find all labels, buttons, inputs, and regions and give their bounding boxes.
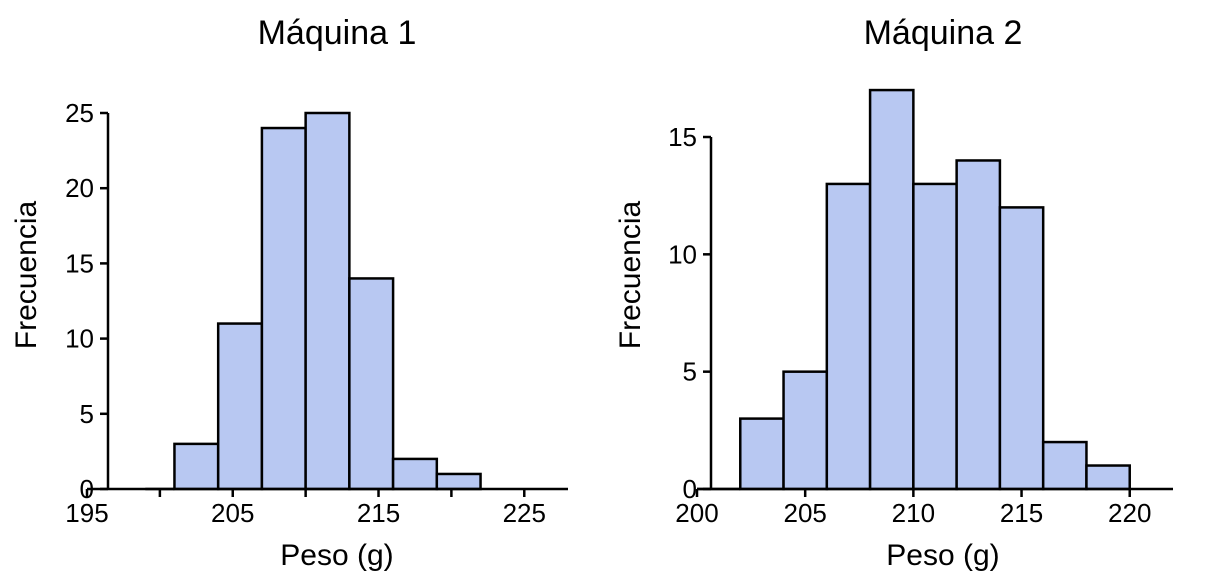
- histogram-bar: [173, 442, 220, 491]
- histogram-bar: [1041, 440, 1088, 491]
- y-tick-label: 0: [683, 474, 697, 504]
- histogram-bar: [998, 206, 1045, 491]
- y-tick-label: 25: [65, 98, 94, 128]
- x-tick-label: 215: [1000, 498, 1043, 528]
- x-axis-label: Peso (g): [280, 539, 393, 572]
- histogram-maquina-2: Máquina 2 200 205 210 215 220 0 5 10 15 Peso (g)…: [614, 14, 1173, 572]
- x-tick-label: 220: [1108, 498, 1151, 528]
- y-axis-label: Frecuencia: [614, 200, 647, 349]
- x-tick-label: 205: [783, 498, 826, 528]
- histogram-bar: [1085, 464, 1131, 491]
- y-tick-label: 15: [65, 248, 94, 278]
- y-tick-label: 5: [80, 399, 94, 429]
- histogram-bar: [825, 182, 872, 491]
- x-tick-label: 210: [892, 498, 935, 528]
- histogram-bar: [782, 370, 829, 491]
- histogram-bar: [868, 88, 915, 491]
- histogram-bar: [435, 472, 482, 491]
- bar-group: [697, 88, 1131, 491]
- y-tick-label: 20: [65, 173, 94, 203]
- x-tick-label: 200: [675, 498, 718, 528]
- x-tick-label: 205: [211, 498, 254, 528]
- histogram-bar: [348, 277, 395, 491]
- y-tick-label: 5: [683, 357, 697, 387]
- x-tick-label: 225: [503, 498, 546, 528]
- histogram-bar: [391, 457, 439, 491]
- y-tick-label: 0: [80, 474, 94, 504]
- y-tick-label: 10: [668, 239, 697, 269]
- chart-title: Máquina 1: [258, 14, 417, 52]
- x-tick-label: 215: [357, 498, 400, 528]
- x-axis-label: Peso (g): [886, 539, 999, 572]
- axes: 195 205 215 225 0 5 10 15 20 25: [65, 98, 568, 528]
- y-axis-label: Frecuencia: [10, 200, 43, 349]
- y-tick-label: 10: [65, 324, 94, 354]
- chart-title: Máquina 2: [864, 14, 1023, 52]
- histogram-bar: [260, 126, 307, 491]
- axes: 200 205 210 215 220 0 5 10 15: [668, 122, 1173, 528]
- histogram-bar: [912, 182, 958, 491]
- histogram-bar: [739, 417, 785, 491]
- histogram-bar: [955, 159, 1002, 491]
- histogram-bar: [216, 322, 264, 491]
- histogram-bar: [304, 111, 351, 491]
- histogram-maquina-1: Máquina 1 195 205 215 225 0 5 10 15 20 25 Peso (g…: [10, 14, 568, 572]
- x-tick-label: 195: [65, 498, 108, 528]
- bar-group: [145, 111, 482, 491]
- y-tick-label: 15: [668, 122, 697, 152]
